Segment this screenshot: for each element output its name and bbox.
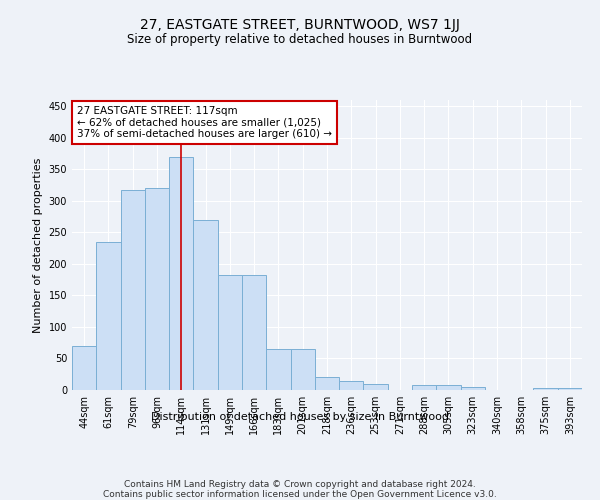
Bar bbox=[193, 220, 218, 390]
Bar bbox=[218, 274, 242, 390]
Text: 27 EASTGATE STREET: 117sqm
← 62% of detached houses are smaller (1,025)
37% of s: 27 EASTGATE STREET: 117sqm ← 62% of deta… bbox=[77, 106, 332, 139]
Text: 27, EASTGATE STREET, BURNTWOOD, WS7 1JJ: 27, EASTGATE STREET, BURNTWOOD, WS7 1JJ bbox=[140, 18, 460, 32]
Bar bbox=[412, 385, 436, 390]
Bar bbox=[169, 156, 193, 390]
Bar bbox=[364, 384, 388, 390]
Bar bbox=[315, 378, 339, 390]
Bar bbox=[461, 387, 485, 390]
Bar bbox=[266, 349, 290, 390]
Text: Contains HM Land Registry data © Crown copyright and database right 2024.
Contai: Contains HM Land Registry data © Crown c… bbox=[103, 480, 497, 500]
Bar bbox=[242, 274, 266, 390]
Bar bbox=[290, 349, 315, 390]
Bar bbox=[339, 380, 364, 390]
Bar bbox=[72, 346, 96, 390]
Text: Distribution of detached houses by size in Burntwood: Distribution of detached houses by size … bbox=[151, 412, 449, 422]
Text: Size of property relative to detached houses in Burntwood: Size of property relative to detached ho… bbox=[127, 32, 473, 46]
Y-axis label: Number of detached properties: Number of detached properties bbox=[33, 158, 43, 332]
Bar bbox=[121, 190, 145, 390]
Bar bbox=[533, 388, 558, 390]
Bar bbox=[96, 242, 121, 390]
Bar bbox=[558, 388, 582, 390]
Bar bbox=[145, 188, 169, 390]
Bar bbox=[436, 385, 461, 390]
